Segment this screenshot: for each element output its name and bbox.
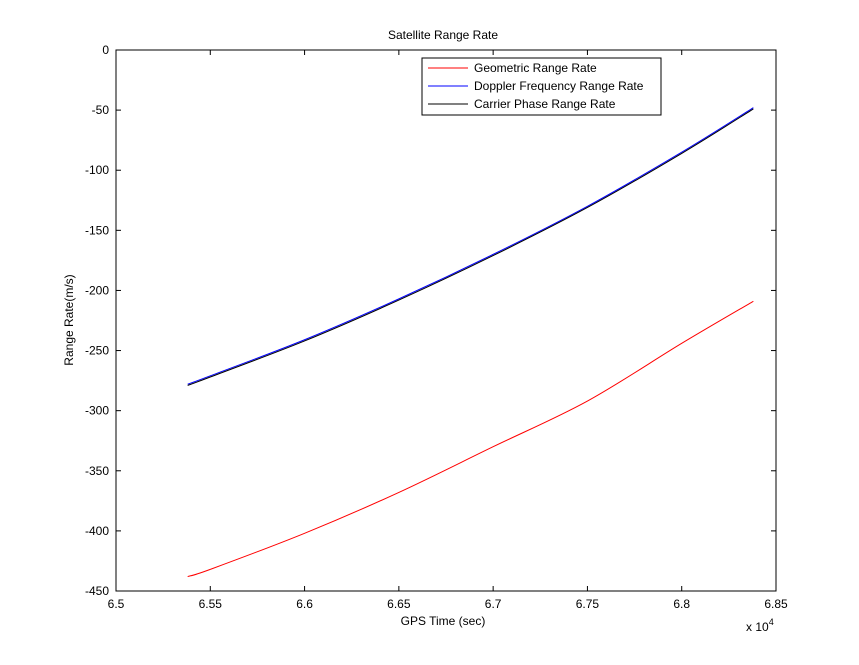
x-tick-label: 6.8 [673,597,690,611]
x-multiplier-base: x 10 [746,620,769,634]
x-tick-label: 6.75 [576,597,600,611]
y-tick-label: 0 [102,43,109,57]
plot-area [115,49,777,592]
y-tick-label: -100 [85,163,109,177]
x-axis: 6.5 6.55 6.6 6.65 6.7 6.75 6.8 6.85 [108,50,788,611]
legend-label: Doppler Frequency Range Rate [474,79,644,93]
x-tick-label: 6.6 [296,597,313,611]
x-tick-label: 6.7 [485,597,502,611]
y-tick-label: -400 [85,524,109,538]
series-line [187,300,754,578]
y-axis-label: Range Rate(m/s) [62,274,76,365]
y-tick-label: -450 [85,584,109,598]
x-tick-label: 6.65 [387,597,411,611]
legend: Geometric Range Rate Doppler Frequency Ra… [421,57,662,116]
y-tick-label: -50 [92,103,110,117]
y-tick-label: -150 [85,223,109,237]
y-tick-label: -250 [85,344,109,358]
x-tick-label: 6.85 [764,597,788,611]
x-multiplier-exponent: 4 [769,617,774,627]
legend-label: Carrier Phase Range Rate [474,97,616,111]
y-tick-label: -300 [85,404,109,418]
legend-label: Geometric Range Rate [474,61,597,75]
x-tick-label: 6.55 [199,597,223,611]
y-tick-label: -350 [85,464,109,478]
x-tick-label: 6.5 [108,597,125,611]
series-line [187,107,754,385]
chart-title: Satellite Range Rate [388,28,498,42]
y-tick-label: -200 [85,283,109,297]
series-layer [187,107,754,578]
x-axis-label: GPS Time (sec) [401,614,486,628]
x-multiplier-label: x 104 [746,617,774,634]
series-line [187,108,754,386]
y-axis: 0 -50 -100 -150 -200 -250 -300 -350 -400 -450 [85,43,776,598]
